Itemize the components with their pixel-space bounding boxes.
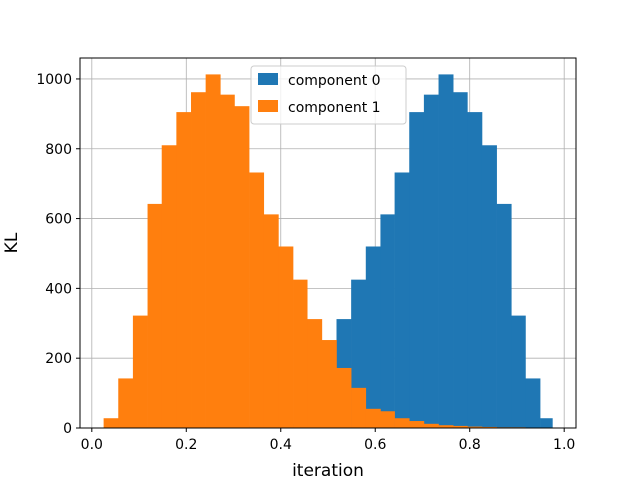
series-component-0 [103, 74, 553, 429]
y-tick-label-0: 0 [63, 421, 72, 437]
bar-component-1-bin-7 [205, 74, 221, 428]
x-tick-label-4: 0.8 [459, 437, 481, 453]
legend-swatch-component-1 [258, 100, 278, 112]
bar-component-1-bin-14 [307, 319, 323, 428]
bar-component-0-bin-24 [453, 92, 468, 428]
legend-label-component-0: component 0 [288, 73, 381, 89]
bar-component-1-bin-12 [278, 246, 294, 428]
series-component-1 [103, 74, 553, 429]
y-tick-label-1: 200 [45, 351, 72, 367]
legend-label-component-1: component 1 [288, 100, 381, 116]
bar-component-0-bin-28 [511, 315, 526, 428]
bar-component-0-bin-18 [365, 246, 381, 428]
bar-component-0-bin-25 [467, 112, 483, 429]
bar-component-1-bin-3 [147, 203, 163, 428]
x-axis-title: iteration [292, 461, 364, 480]
bar-component-1-bin-26 [481, 426, 497, 428]
y-tick-label-4: 800 [45, 142, 72, 158]
bar-component-1-bin-0 [103, 418, 119, 428]
x-tick-label-3: 0.6 [364, 437, 386, 453]
bar-component-0-bin-22 [423, 94, 439, 428]
bar-component-0-bin-20 [394, 172, 410, 428]
bar-component-1-bin-21 [409, 421, 425, 428]
bar-component-1-bin-11 [263, 214, 279, 428]
bar-component-1-bin-2 [132, 315, 148, 428]
bar-component-1-bin-24 [453, 425, 468, 428]
bar-component-1-bin-20 [394, 418, 410, 428]
axis-ticks: 0.0 0.2 0.4 0.6 0.8 1.0 0 200 400 600 800 1000 [36, 72, 575, 453]
bar-component-1-bin-13 [293, 279, 308, 428]
x-tick-label-0: 0.0 [81, 437, 103, 453]
y-axis-title: KL [2, 232, 22, 253]
bar-component-1-bin-19 [380, 411, 395, 428]
bar-component-1-bin-25 [467, 426, 483, 428]
y-tick-label-5: 1000 [36, 72, 72, 88]
x-tick-label-5: 1.0 [553, 437, 575, 453]
bar-component-0-bin-30 [540, 418, 553, 428]
bar-component-0-bin-21 [409, 112, 425, 429]
bar-component-1-bin-4 [161, 145, 177, 428]
bar-component-1-bin-17 [351, 387, 367, 428]
x-tick-label-1: 0.2 [175, 437, 197, 453]
bar-component-0-bin-29 [525, 378, 541, 428]
bar-component-1-bin-22 [423, 423, 439, 428]
bar-component-0-bin-26 [481, 145, 497, 428]
bar-component-1-bin-10 [249, 172, 265, 428]
bar-component-0-bin-23 [438, 74, 454, 428]
bar-component-0-bin-27 [496, 203, 512, 428]
bar-component-1-bin-6 [191, 92, 206, 428]
histogram-bars [103, 74, 553, 429]
bar-component-1-bin-1 [118, 378, 134, 428]
bar-component-1-bin-16 [336, 367, 352, 428]
bar-component-1-bin-15 [321, 340, 337, 428]
bar-component-1-bin-23 [438, 425, 454, 428]
bar-component-1-bin-8 [220, 94, 235, 428]
plot-frame [79, 57, 577, 429]
bar-component-1-bin-18 [365, 408, 381, 428]
bar-component-0-bin-19 [380, 214, 395, 428]
legend: component 0 component 1 [250, 65, 407, 125]
bar-component-1-bin-9 [234, 106, 250, 429]
y-tick-label-3: 600 [45, 212, 72, 228]
x-tick-label-2: 0.4 [270, 437, 292, 453]
bar-component-1-bin-5 [176, 112, 192, 429]
y-tick-label-2: 400 [45, 281, 72, 297]
legend-swatch-component-0 [258, 73, 278, 85]
legend-box [250, 65, 407, 125]
